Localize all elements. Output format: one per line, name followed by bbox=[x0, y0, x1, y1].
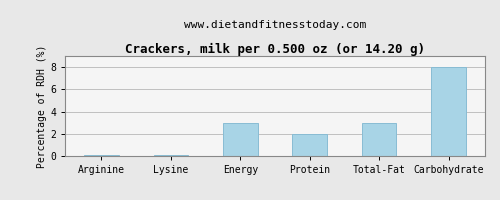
Text: www.dietandfitnesstoday.com: www.dietandfitnesstoday.com bbox=[184, 20, 366, 30]
Bar bbox=[223, 123, 258, 156]
Bar bbox=[84, 155, 119, 156]
Bar bbox=[362, 123, 396, 156]
Bar bbox=[431, 67, 466, 156]
Title: Crackers, milk per 0.500 oz (or 14.20 g): Crackers, milk per 0.500 oz (or 14.20 g) bbox=[125, 43, 425, 56]
Bar bbox=[292, 134, 327, 156]
Bar bbox=[154, 155, 188, 156]
Y-axis label: Percentage of RDH (%): Percentage of RDH (%) bbox=[38, 44, 48, 168]
